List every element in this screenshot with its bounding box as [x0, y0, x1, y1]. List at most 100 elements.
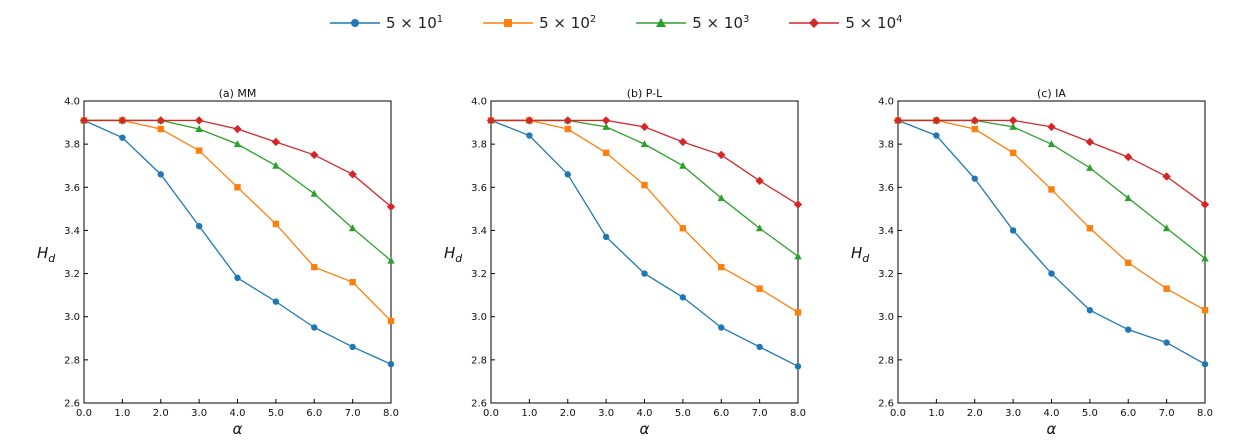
legend-entry-series-2: 5 × 102	[483, 14, 596, 32]
x-tick-label: 6.0	[306, 408, 322, 419]
x-tick-label: 5.0	[268, 408, 284, 419]
series-1-point	[157, 171, 164, 178]
y-tick-label: 3.0	[878, 312, 894, 323]
series-4-point	[1162, 172, 1171, 181]
series-1-point	[119, 134, 126, 141]
series-2-point	[157, 125, 164, 133]
series-2-point	[349, 279, 356, 286]
legend-label: 5 × 103	[692, 14, 750, 32]
series-3-point	[794, 252, 802, 260]
legend-swatch-square-icon	[483, 19, 534, 27]
series-2-point	[195, 147, 203, 154]
x-tick-label: 0.0	[76, 408, 92, 419]
series-3-point	[1009, 122, 1017, 130]
series-4-point	[640, 122, 649, 132]
x-tick-label: 3.0	[1005, 408, 1021, 419]
x-tick-label: 7.0	[1159, 408, 1175, 419]
series-1-point	[602, 233, 610, 241]
series-line-4	[84, 119, 392, 208]
x-tick-label: 5.0	[675, 408, 691, 419]
series-2-point	[1125, 259, 1132, 266]
legend-label: 5 × 104	[845, 14, 903, 32]
y-tick-label: 3.6	[878, 183, 894, 194]
x-tick-label: 4.0	[230, 408, 246, 419]
series-1-point	[1163, 339, 1170, 346]
series-line-1	[897, 119, 1206, 365]
series-1-point	[1086, 307, 1094, 314]
series-3-point	[310, 189, 318, 197]
series-2-point	[311, 263, 318, 271]
x-tick-label: 2.0	[560, 408, 576, 419]
series-1-point	[1048, 270, 1055, 277]
series-2-point	[1009, 149, 1017, 156]
x-tick-label: 2.0	[967, 408, 983, 419]
x-axis-label: α	[640, 420, 650, 438]
y-axis-label: Hd	[851, 244, 870, 265]
series-4-point	[793, 200, 803, 209]
series-4-point	[1047, 122, 1056, 132]
series-2-point	[234, 184, 241, 191]
x-tick-label: 8.0	[790, 408, 806, 419]
series-3-point	[602, 122, 610, 130]
series-1-point	[349, 343, 356, 351]
series-2-point	[387, 317, 395, 325]
series-4-point	[156, 116, 165, 125]
y-tick-label: 4.0	[878, 97, 894, 108]
x-tick-label: 4.0	[1044, 408, 1060, 419]
series-3-point	[1162, 224, 1171, 232]
series-4-point	[118, 116, 127, 125]
series-2-point	[718, 263, 725, 271]
y-tick-label: 2.6	[471, 399, 487, 410]
legend-swatch-circle-icon	[330, 19, 380, 27]
x-tick-label: 1.0	[928, 408, 944, 419]
series-1-point	[526, 132, 533, 139]
series-3-point	[1086, 163, 1094, 171]
series-4-point	[310, 150, 319, 160]
series-1-point	[234, 274, 241, 282]
series-3-point	[1201, 254, 1209, 262]
y-axis-label: Hd	[444, 244, 463, 265]
series-3-point	[233, 140, 242, 148]
series-4-point	[194, 116, 204, 125]
y-tick-label: 4.0	[471, 97, 487, 108]
series-4-point	[932, 116, 941, 125]
series-1-point	[1201, 360, 1209, 368]
series-1-point	[718, 324, 725, 331]
chart-title: (c) IA	[1037, 87, 1066, 100]
series-3-point	[1047, 140, 1056, 148]
chart-title: (a) MM	[219, 87, 257, 100]
series-4-point	[717, 150, 726, 160]
series-1-point	[387, 360, 395, 368]
y-tick-label: 3.4	[64, 226, 80, 237]
y-tick-label: 3.0	[64, 312, 80, 323]
series-4-point	[386, 202, 396, 211]
series-2-point	[602, 149, 610, 156]
y-tick-label: 3.2	[878, 269, 894, 280]
x-axis-label: α	[233, 420, 243, 438]
x-tick-label: 3.0	[191, 408, 207, 419]
x-tick-label: 7.0	[752, 408, 768, 419]
series-1-point	[311, 324, 318, 331]
x-tick-label: 5.0	[1082, 408, 1098, 419]
y-tick-label: 3.6	[471, 183, 487, 194]
series-3-point	[348, 224, 357, 232]
y-tick-label: 2.8	[471, 355, 487, 366]
x-tick-label: 0.0	[483, 408, 499, 419]
chart-panel-2: (b) P-L 0.0 1.0 2.0 3.0 4.0 5.0 6.0 7.0 8.0 2.6 2.8…	[444, 87, 806, 438]
series-3-point	[387, 256, 395, 264]
y-tick-label: 2.8	[878, 355, 894, 366]
legend-swatch-diamond-icon	[789, 18, 840, 28]
series-4-point	[1008, 116, 1018, 125]
y-tick-label: 3.4	[471, 226, 487, 237]
series-line-2	[898, 119, 1206, 311]
x-axis-label: α	[1047, 420, 1057, 438]
x-tick-label: 0.0	[890, 408, 906, 419]
y-tick-label: 3.0	[471, 312, 487, 323]
series-4-point	[970, 116, 979, 125]
series-4-point	[348, 170, 357, 179]
series-line-1	[83, 119, 392, 365]
legend: 5 × 101 5 × 102 5 × 103 5 × 104	[330, 8, 903, 38]
series-1-point	[971, 175, 978, 182]
series-2-point	[1201, 307, 1209, 314]
x-tick-label: 1.0	[114, 408, 130, 419]
